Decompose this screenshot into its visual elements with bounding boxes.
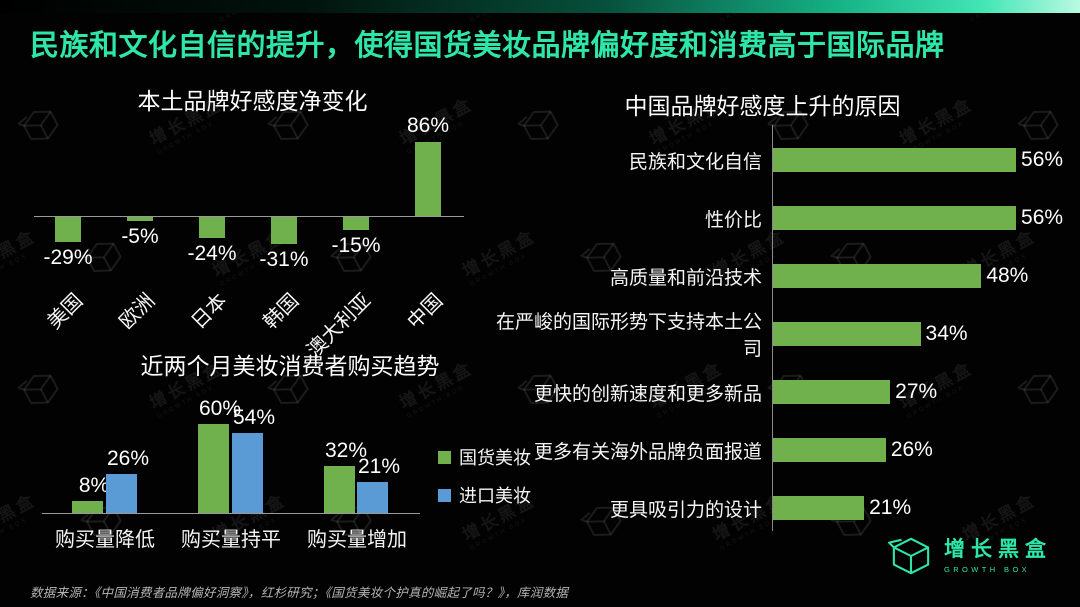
bar xyxy=(198,424,229,513)
legend-label: 进口美妆 xyxy=(459,486,531,506)
axis-line xyxy=(772,125,773,531)
chart-reasons: 中国品牌好感度上升的原因 民族和文化自信 56% 性价比 56% 高质量和前沿技术 48%… xyxy=(490,85,1075,545)
category-label: 购买量增加 xyxy=(307,529,407,551)
reason-label: 更快的创新速度和更多新品 xyxy=(533,383,762,405)
reason-row: 在严峻的国际形势下支持本土公司 34% xyxy=(490,305,1075,363)
reason-bar-area: 48% xyxy=(772,264,1075,288)
reason-bar xyxy=(773,264,982,288)
reason-label: 更具吸引力的设计 xyxy=(609,499,762,521)
bar-value-label: -15% xyxy=(331,233,381,257)
reason-row: 更具吸引力的设计 21% xyxy=(490,479,1075,537)
reason-bar-area: 56% xyxy=(772,206,1075,230)
chart-title: 近两个月美妆消费者购买趋势 xyxy=(140,353,440,379)
bar xyxy=(357,481,388,513)
reason-bar xyxy=(773,322,921,346)
bar-value-label: -24% xyxy=(187,241,237,265)
logo-text: 增长黑盒 GROWTH BOX xyxy=(944,538,1052,574)
reason-bar-area: 27% xyxy=(772,380,1075,404)
reasons-rows: 民族和文化自信 56% 性价比 56% 高质量和前沿技术 48% 在严峻的国际形势下支持本土… xyxy=(490,131,1075,537)
bar xyxy=(324,465,355,513)
reason-bar-area: 56% xyxy=(772,148,1075,172)
axis-line xyxy=(42,513,420,514)
category-label: 购买量降低 xyxy=(55,529,155,551)
reason-bar xyxy=(773,438,886,462)
reason-label: 更多有关海外品牌负面报道 xyxy=(533,441,762,463)
bar-value-label: 21% xyxy=(357,454,401,478)
reason-bar xyxy=(773,496,865,520)
bar xyxy=(127,217,153,222)
bar xyxy=(343,217,369,230)
chart-title: 中国品牌好感度上升的原因 xyxy=(624,93,901,119)
reason-label: 性价比 xyxy=(704,209,762,231)
legend-item: 进口美妆 xyxy=(438,482,531,508)
reason-value-label: 26% xyxy=(890,438,933,461)
bar xyxy=(55,217,81,242)
bar xyxy=(415,142,441,216)
reason-bar-area: 34% xyxy=(772,322,1075,346)
reason-bar xyxy=(773,148,1017,172)
legend: 国货美妆 进口美妆 xyxy=(438,444,531,520)
bar xyxy=(106,474,137,513)
chart-net-favorability: 本土品牌好感度净变化 -29% 美国 -5% 欧洲 -24% 日本 -31% 韩国 -15% 澳大… xyxy=(30,78,475,362)
axis-line xyxy=(34,216,464,217)
reason-label: 在严峻的国际形势下支持本土公司 xyxy=(495,312,762,360)
reason-row: 高质量和前沿技术 48% xyxy=(490,247,1075,305)
bar-value-label: 32% xyxy=(324,438,368,462)
bar-value-label: -31% xyxy=(259,247,309,271)
reason-bar-area: 21% xyxy=(772,496,1075,520)
reason-row: 性价比 56% xyxy=(490,189,1075,247)
logo-name: 增长黑盒 xyxy=(944,538,1052,561)
slide-title: 民族和文化自信的提升，使得国货美妆品牌偏好度和消费高于国际品牌 xyxy=(30,30,945,62)
reason-value-label: 48% xyxy=(986,264,1029,287)
reason-bar xyxy=(773,206,1017,230)
bar xyxy=(271,217,297,244)
bar-value-label: 86% xyxy=(406,114,450,138)
legend-swatch xyxy=(438,488,451,502)
category-label: 购买量持平 xyxy=(181,529,281,551)
reason-value-label: 21% xyxy=(869,496,912,519)
reason-value-label: 56% xyxy=(1021,206,1064,229)
reason-label: 高质量和前沿技术 xyxy=(609,267,762,289)
reason-value-label: 27% xyxy=(895,380,938,403)
growth-box-logo: 增长黑盒 GROWTH BOX xyxy=(888,536,1052,576)
reason-bar-area: 26% xyxy=(772,438,1075,462)
bar-value-label: 8% xyxy=(78,474,110,498)
legend-label: 国货美妆 xyxy=(459,448,531,468)
reason-label: 民族和文化自信 xyxy=(628,151,762,173)
reason-value-label: 34% xyxy=(925,322,968,345)
chart-purchase-trend: 近两个月美妆消费者购买趋势 8% 26% 购买量降低 60% 54% 购买量持平 32% 21… xyxy=(30,345,570,565)
bar-value-label: -29% xyxy=(43,245,93,269)
chart-title: 本土品牌好感度净变化 xyxy=(137,88,368,114)
reason-value-label: 56% xyxy=(1021,148,1064,171)
reason-row: 民族和文化自信 56% xyxy=(490,131,1075,189)
reason-bar xyxy=(773,380,891,404)
growth-box-icon xyxy=(888,537,930,575)
reason-row: 更多有关海外品牌负面报道 26% xyxy=(490,421,1075,479)
reason-row: 更快的创新速度和更多新品 27% xyxy=(490,363,1075,421)
legend-swatch xyxy=(438,450,451,464)
bar-value-label: -5% xyxy=(121,225,159,249)
bar-value-label: 54% xyxy=(232,405,276,429)
legend-item: 国货美妆 xyxy=(438,444,531,470)
bar xyxy=(72,501,103,513)
logo-subtext: GROWTH BOX xyxy=(944,565,1031,574)
top-accent-bar xyxy=(0,0,1080,13)
bar-value-label: 26% xyxy=(106,447,150,471)
net-favorability-plot: -29% 美国 -5% 欧洲 -24% 日本 -31% 韩国 -15% 澳大利亚 86% 中国 xyxy=(30,78,475,362)
bar-value-label: 60% xyxy=(198,397,242,421)
bar xyxy=(199,217,225,238)
source-note: 数据来源：《中国消费者品牌偏好洞察》，红杉研究；《国货美妆个护真的崛起了吗？》，… xyxy=(30,586,569,600)
purchase-trend-plot: 8% 26% 购买量降低 60% 54% 购买量持平 32% 21% 购买量增加 xyxy=(30,345,570,565)
bar xyxy=(232,432,263,513)
